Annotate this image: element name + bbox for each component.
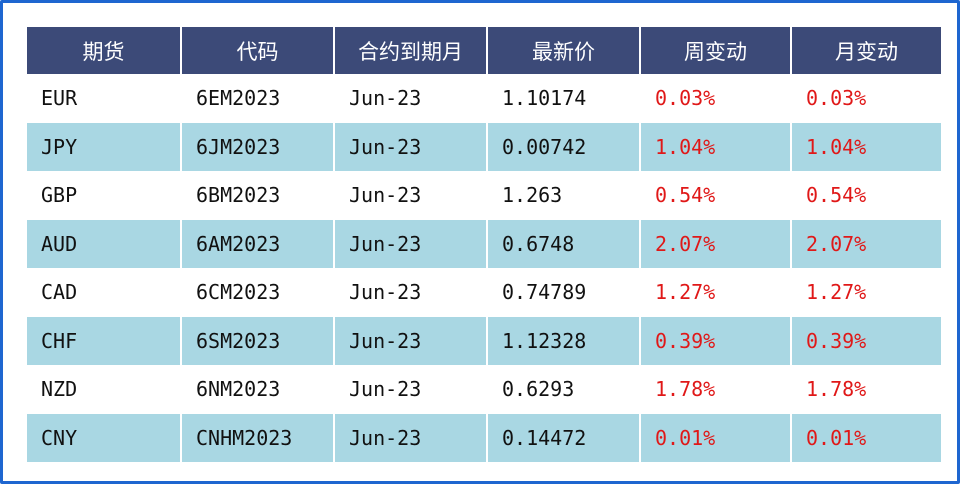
cell-monthly-change: 2.07% xyxy=(790,219,941,268)
table-row: CAD 6CM2023 Jun-23 0.74789 1.27% 1.27% xyxy=(27,268,941,317)
header-expiry-month: 合约到期月 xyxy=(333,27,486,74)
cell-weekly-change: 1.78% xyxy=(639,365,790,414)
cell-code: 6JM2023 xyxy=(180,122,333,171)
futures-table: 期货 代码 合约到期月 最新价 周变动 月变动 EUR 6EM2023 Jun-… xyxy=(27,27,941,462)
cell-weekly-change: 1.04% xyxy=(639,122,790,171)
cell-expiry-month: Jun-23 xyxy=(333,219,486,268)
cell-last-price: 1.12328 xyxy=(486,316,639,365)
cell-weekly-change: 0.01% xyxy=(639,413,790,462)
header-futures: 期货 xyxy=(27,27,180,74)
table-row: CNY CNHM2023 Jun-23 0.14472 0.01% 0.01% xyxy=(27,413,941,462)
cell-weekly-change: 0.54% xyxy=(639,171,790,220)
cell-code: 6AM2023 xyxy=(180,219,333,268)
cell-monthly-change: 1.27% xyxy=(790,268,941,317)
table-row: CHF 6SM2023 Jun-23 1.12328 0.39% 0.39% xyxy=(27,316,941,365)
cell-code: 6EM2023 xyxy=(180,74,333,123)
cell-futures: GBP xyxy=(27,171,180,220)
header-last-price: 最新价 xyxy=(486,27,639,74)
cell-last-price: 0.6748 xyxy=(486,219,639,268)
cell-futures: CHF xyxy=(27,316,180,365)
cell-futures: CNY xyxy=(27,413,180,462)
cell-expiry-month: Jun-23 xyxy=(333,365,486,414)
cell-code: 6CM2023 xyxy=(180,268,333,317)
cell-futures: AUD xyxy=(27,219,180,268)
cell-weekly-change: 0.39% xyxy=(639,316,790,365)
cell-expiry-month: Jun-23 xyxy=(333,316,486,365)
cell-last-price: 1.263 xyxy=(486,171,639,220)
table-row: GBP 6BM2023 Jun-23 1.263 0.54% 0.54% xyxy=(27,171,941,220)
cell-weekly-change: 2.07% xyxy=(639,219,790,268)
header-weekly-change: 周变动 xyxy=(639,27,790,74)
cell-last-price: 0.14472 xyxy=(486,413,639,462)
cell-monthly-change: 1.78% xyxy=(790,365,941,414)
cell-weekly-change: 1.27% xyxy=(639,268,790,317)
header-row: 期货 代码 合约到期月 最新价 周变动 月变动 xyxy=(27,27,941,74)
header-monthly-change: 月变动 xyxy=(790,27,941,74)
cell-expiry-month: Jun-23 xyxy=(333,122,486,171)
table-row: EUR 6EM2023 Jun-23 1.10174 0.03% 0.03% xyxy=(27,74,941,123)
cell-code: 6BM2023 xyxy=(180,171,333,220)
header-code: 代码 xyxy=(180,27,333,74)
cell-expiry-month: Jun-23 xyxy=(333,413,486,462)
cell-monthly-change: 0.54% xyxy=(790,171,941,220)
cell-futures: NZD xyxy=(27,365,180,414)
cell-last-price: 1.10174 xyxy=(486,74,639,123)
cell-last-price: 0.6293 xyxy=(486,365,639,414)
cell-last-price: 0.00742 xyxy=(486,122,639,171)
cell-code: 6SM2023 xyxy=(180,316,333,365)
cell-weekly-change: 0.03% xyxy=(639,74,790,123)
cell-futures: CAD xyxy=(27,268,180,317)
cell-expiry-month: Jun-23 xyxy=(333,268,486,317)
cell-expiry-month: Jun-23 xyxy=(333,171,486,220)
cell-expiry-month: Jun-23 xyxy=(333,74,486,123)
cell-monthly-change: 0.03% xyxy=(790,74,941,123)
cell-code: CNHM2023 xyxy=(180,413,333,462)
cell-futures: JPY xyxy=(27,122,180,171)
cell-futures: EUR xyxy=(27,74,180,123)
cell-monthly-change: 0.01% xyxy=(790,413,941,462)
cell-monthly-change: 0.39% xyxy=(790,316,941,365)
cell-code: 6NM2023 xyxy=(180,365,333,414)
table-row: JPY 6JM2023 Jun-23 0.00742 1.04% 1.04% xyxy=(27,122,941,171)
cell-last-price: 0.74789 xyxy=(486,268,639,317)
table-row: NZD 6NM2023 Jun-23 0.6293 1.78% 1.78% xyxy=(27,365,941,414)
cell-monthly-change: 1.04% xyxy=(790,122,941,171)
table-row: AUD 6AM2023 Jun-23 0.6748 2.07% 2.07% xyxy=(27,219,941,268)
